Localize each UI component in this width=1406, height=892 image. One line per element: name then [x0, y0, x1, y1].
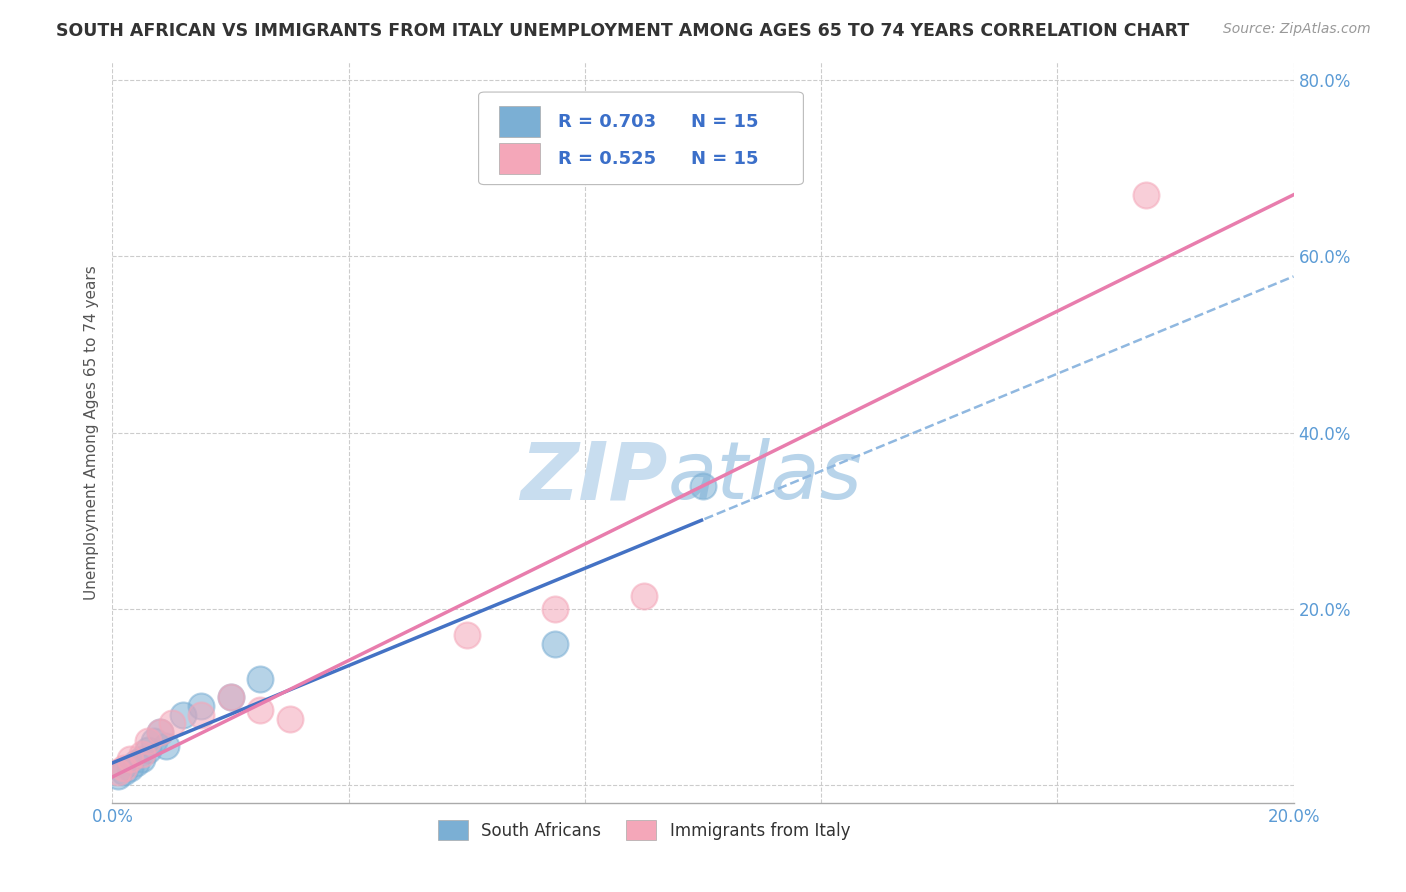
Point: [112, 760, 135, 774]
Point: [136, 734, 159, 748]
Point: [131, 747, 153, 762]
Point: [120, 752, 142, 766]
Text: Source: ZipAtlas.com: Source: ZipAtlas.com: [1223, 22, 1371, 37]
Point: [120, 760, 142, 774]
Point: [149, 725, 172, 739]
Point: [544, 602, 567, 616]
FancyBboxPatch shape: [478, 92, 803, 185]
Point: [544, 637, 567, 651]
Point: [219, 690, 242, 704]
Point: [142, 734, 165, 748]
Point: [190, 698, 212, 713]
Point: [112, 764, 135, 779]
Point: [107, 764, 129, 779]
Point: [249, 703, 271, 717]
Point: [190, 707, 212, 722]
Point: [172, 707, 194, 722]
Point: [249, 673, 271, 687]
FancyBboxPatch shape: [499, 143, 540, 174]
FancyBboxPatch shape: [499, 106, 540, 137]
Point: [155, 739, 177, 753]
Point: [131, 752, 153, 766]
Text: N = 15: N = 15: [692, 150, 759, 168]
Point: [456, 628, 478, 642]
Point: [278, 712, 301, 726]
Point: [219, 690, 242, 704]
Text: atlas: atlas: [668, 438, 862, 516]
Point: [633, 589, 655, 603]
Text: ZIP: ZIP: [520, 438, 668, 516]
Point: [149, 725, 172, 739]
Point: [107, 769, 129, 783]
Point: [125, 756, 148, 771]
Text: R = 0.525: R = 0.525: [558, 150, 655, 168]
Text: R = 0.703: R = 0.703: [558, 112, 655, 130]
Point: [160, 716, 183, 731]
Point: [136, 743, 159, 757]
Y-axis label: Unemployment Among Ages 65 to 74 years: Unemployment Among Ages 65 to 74 years: [83, 265, 98, 600]
Legend: South Africans, Immigrants from Italy: South Africans, Immigrants from Italy: [432, 814, 856, 847]
Text: SOUTH AFRICAN VS IMMIGRANTS FROM ITALY UNEMPLOYMENT AMONG AGES 65 TO 74 YEARS CO: SOUTH AFRICAN VS IMMIGRANTS FROM ITALY U…: [56, 22, 1189, 40]
Point: [692, 478, 714, 492]
Point: [1135, 187, 1157, 202]
Text: N = 15: N = 15: [692, 112, 759, 130]
